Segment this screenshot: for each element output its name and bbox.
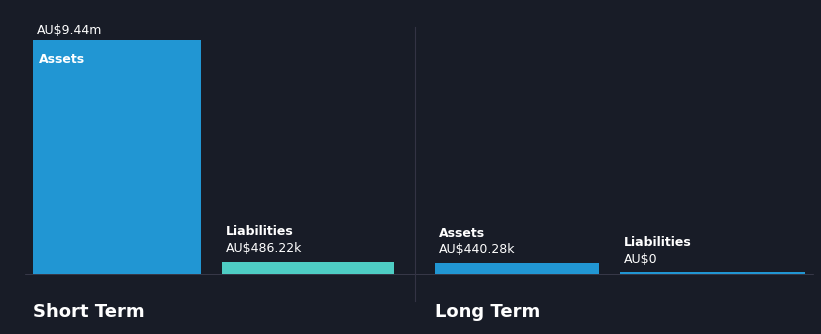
Text: AU$440.28k: AU$440.28k — [439, 243, 516, 256]
Text: Assets: Assets — [39, 53, 85, 66]
Text: AU$9.44m: AU$9.44m — [37, 24, 103, 37]
FancyBboxPatch shape — [435, 263, 599, 274]
Text: Liabilities: Liabilities — [226, 225, 294, 238]
FancyBboxPatch shape — [33, 40, 201, 274]
FancyBboxPatch shape — [620, 272, 805, 274]
Text: Long Term: Long Term — [435, 303, 540, 321]
Text: Short Term: Short Term — [33, 303, 144, 321]
Text: AU$0: AU$0 — [624, 253, 658, 266]
Text: AU$486.22k: AU$486.22k — [226, 242, 302, 255]
Text: Liabilities: Liabilities — [624, 236, 692, 249]
FancyBboxPatch shape — [222, 262, 394, 274]
Text: Assets: Assets — [439, 226, 485, 239]
